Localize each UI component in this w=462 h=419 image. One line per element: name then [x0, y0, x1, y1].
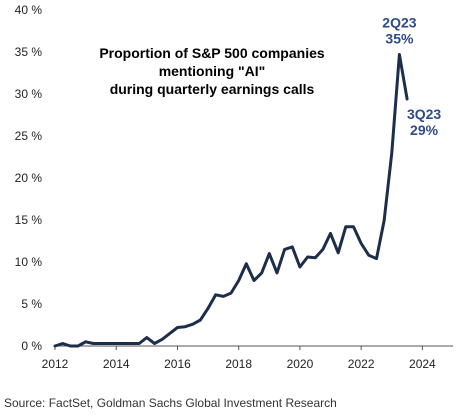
data-point — [268, 252, 271, 255]
chart-title: Proportion of S&P 500 companies mentionin… — [99, 45, 325, 97]
y-tick-label: 35 % — [15, 45, 43, 59]
data-point — [405, 97, 409, 101]
data-point — [130, 342, 133, 345]
y-tick-label: 20 % — [15, 171, 43, 185]
y-tick-label: 30 % — [15, 87, 43, 101]
data-point — [260, 271, 263, 275]
data-point — [76, 344, 80, 348]
source-note: Source: FactSet, Goldman Sachs Global In… — [4, 396, 337, 410]
data-point — [352, 225, 355, 228]
data-point — [107, 342, 110, 345]
y-tick-label: 15 % — [15, 213, 43, 227]
data-point — [359, 242, 363, 245]
x-axis-ticks: 2012 2014 2016 2018 2020 2022 2024 — [42, 346, 436, 371]
data-point — [99, 342, 103, 345]
data-point — [122, 342, 126, 345]
series-line — [53, 53, 409, 348]
data-point — [214, 293, 217, 296]
data-point — [252, 279, 256, 282]
data-point — [291, 245, 294, 249]
data-point — [314, 256, 317, 259]
data-point — [344, 225, 348, 228]
x-tick-label: 2018 — [225, 357, 252, 371]
data-point — [69, 344, 72, 348]
data-point — [336, 251, 340, 254]
y-tick-label: 5 % — [21, 297, 42, 311]
data-point — [275, 271, 279, 275]
data-point — [398, 53, 401, 56]
data-point — [199, 318, 202, 322]
data-point — [229, 291, 233, 295]
x-tick-label: 2012 — [42, 357, 69, 371]
data-point — [183, 325, 187, 328]
data-point — [84, 340, 87, 343]
x-tick-label: 2014 — [103, 357, 130, 371]
data-point — [283, 248, 286, 251]
data-point — [191, 322, 194, 326]
y-tick-label: 40 % — [15, 3, 43, 17]
annotation-3q23: 3Q23 — [407, 106, 441, 122]
data-point — [206, 307, 210, 310]
data-point — [329, 232, 332, 235]
x-tick-label: 2020 — [287, 357, 314, 371]
data-point — [92, 342, 95, 345]
data-point — [176, 326, 179, 329]
data-point — [306, 255, 309, 259]
x-tick-label: 2022 — [348, 357, 375, 371]
x-tick-label: 2016 — [164, 357, 191, 371]
y-tick-label: 10 % — [15, 255, 43, 269]
data-point — [61, 342, 64, 345]
data-point — [160, 338, 164, 341]
data-point — [115, 342, 118, 345]
data-point — [245, 262, 248, 265]
data-point — [168, 332, 172, 335]
data-point — [153, 342, 156, 345]
y-axis-ticks: 0 % 5 % 10 % 15 % 20 % 25 % 30 % 35 % 40 % — [15, 3, 43, 353]
annotation-2q23: 35% — [385, 31, 414, 47]
annotation-3q23: 29% — [410, 122, 439, 138]
data-point — [53, 344, 57, 348]
data-point — [222, 295, 225, 298]
y-tick-label: 0 % — [21, 339, 42, 353]
chart-title-line: mentioning "AI" — [159, 63, 266, 79]
data-point — [298, 265, 302, 269]
chart-title-line: Proportion of S&P 500 companies — [99, 45, 325, 61]
data-point — [137, 342, 141, 345]
annotation-2q23: 2Q23 — [382, 15, 416, 31]
data-point — [367, 254, 371, 257]
data-point — [145, 336, 149, 339]
x-tick-label: 2024 — [409, 357, 436, 371]
series-points — [53, 53, 409, 348]
y-tick-label: 25 % — [15, 129, 43, 143]
data-point — [382, 219, 386, 223]
data-point — [375, 257, 378, 260]
data-point — [390, 151, 393, 154]
chart-title-line: during quarterly earnings calls — [110, 81, 315, 97]
data-point — [237, 279, 240, 282]
data-point — [321, 248, 325, 251]
